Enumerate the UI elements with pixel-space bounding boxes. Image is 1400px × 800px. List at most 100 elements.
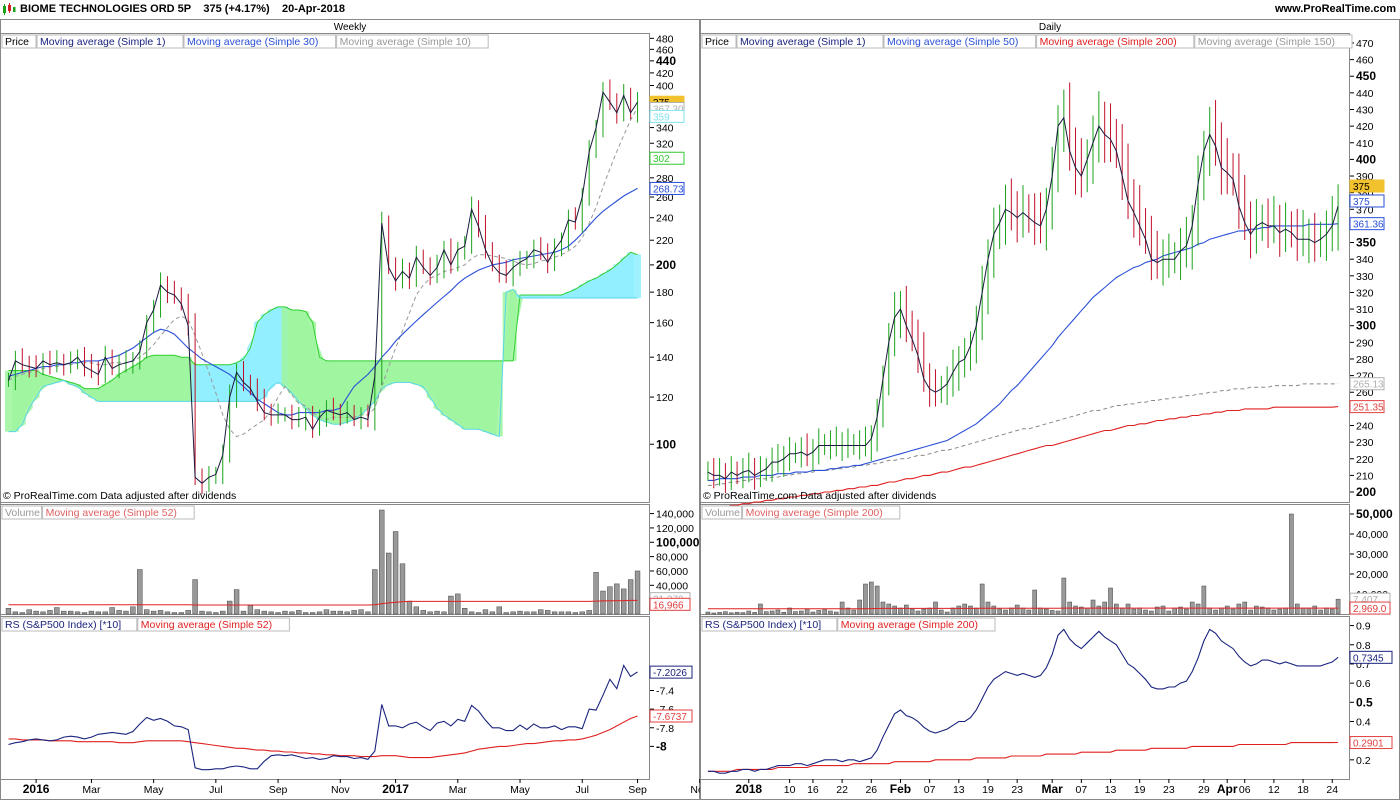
volume-bar — [833, 611, 839, 615]
price-axis-label: 210 — [1356, 470, 1374, 482]
price-legend-item-box — [336, 34, 489, 49]
price-axis-label: 230 — [1356, 437, 1374, 449]
volume-bar — [769, 610, 775, 615]
volume-bar — [192, 579, 198, 615]
volume-legend-item: Moving average (Simple 52) — [46, 507, 177, 519]
rs-legend-item-box — [1, 617, 138, 632]
price-value-label: 359 — [653, 112, 670, 123]
volume-bar — [40, 611, 46, 615]
copyright-label: © ProRealTime.com Data adjusted after di… — [3, 490, 236, 502]
price-value-badge — [1349, 400, 1385, 414]
price-axis-label: 200 — [1356, 485, 1376, 499]
volume-bar — [213, 612, 219, 615]
volume-bar — [81, 612, 88, 615]
volume-bar — [68, 610, 74, 615]
price-axis-label: 440 — [656, 54, 676, 68]
volume-bar — [144, 609, 150, 615]
rs-axis-label: 0.5 — [1356, 695, 1373, 709]
rs-legend-item-box — [137, 617, 290, 632]
volume-bar — [116, 610, 122, 615]
volume-value-badge — [1349, 601, 1391, 615]
volume-bar — [579, 611, 585, 615]
volume-bar — [1335, 598, 1341, 615]
price-value-label: 375 — [1353, 182, 1370, 193]
rs-value-label: -7.6737 — [653, 712, 687, 723]
price-axis-label: 280 — [1356, 354, 1374, 366]
volume-bar — [1143, 609, 1148, 615]
volume-bar — [1049, 610, 1055, 615]
rs-line — [8, 664, 638, 771]
volume-bar — [572, 612, 578, 615]
volume-bar — [746, 610, 752, 615]
volume-bar — [1044, 608, 1049, 615]
volume-bar — [634, 570, 641, 615]
rs-ma-line — [707, 741, 1339, 772]
rs-axis-label: 0.2 — [1356, 755, 1371, 767]
site-link[interactable]: www.ProRealTime.com — [1274, 3, 1396, 15]
volume-bar — [979, 583, 985, 615]
panel-frame — [700, 504, 1350, 615]
volume-bar — [220, 610, 226, 615]
volume-ma-line — [8, 599, 638, 606]
daily-chart[interactable]: Daily20021022023024025026027028029030031… — [700, 19, 1400, 800]
volume-bar — [1207, 607, 1213, 615]
price-axis-label: 260 — [656, 192, 674, 204]
price-axis-label: 310 — [1356, 304, 1374, 316]
price-legend-item: Moving average (Simple 10) — [340, 36, 471, 48]
volume-bar — [427, 611, 433, 615]
price-axis-label: 430 — [1356, 105, 1374, 117]
rs-legend-item: RS (S&P500 Index) [*10] — [705, 619, 821, 631]
volume-bar — [828, 610, 833, 615]
volume-bar — [102, 611, 108, 615]
volume-bar — [1195, 603, 1201, 615]
panel-frame — [0, 504, 650, 615]
x-axis-label: 26 — [865, 784, 877, 796]
rs-value-label: -7.2026 — [653, 668, 687, 679]
volume-bar — [1271, 609, 1277, 615]
price-value-badge — [1349, 377, 1385, 391]
x-axis-label: 2018 — [735, 782, 762, 796]
rs-axis-label: 0.4 — [1356, 716, 1371, 728]
volume-axis-label: 40,000 — [656, 580, 688, 592]
x-axis-label: 13 — [1105, 784, 1117, 796]
price-legend-item-box — [36, 34, 184, 49]
volume-bar — [316, 611, 323, 615]
volume-bar — [289, 611, 295, 615]
volume-bar — [1178, 606, 1183, 615]
volume-bar — [247, 605, 254, 615]
price-axis-label: 120 — [656, 392, 674, 404]
price-legend-item-box — [736, 34, 884, 49]
volume-bar — [793, 611, 798, 615]
volume-bar — [1224, 605, 1230, 615]
volume-bar — [5, 608, 12, 615]
volume-bar — [1254, 605, 1259, 615]
volume-bar — [275, 612, 281, 615]
rs-line — [707, 628, 1339, 774]
volume-bar — [303, 612, 309, 615]
volume-bar — [1236, 603, 1242, 615]
price-legend-item: Moving average (Simple 200) — [1040, 36, 1177, 48]
rs-legend-item: RS (S&P500 Index) [*10] — [5, 619, 121, 631]
sma30-line — [8, 187, 638, 416]
rs-value-label: 0.2901 — [1353, 739, 1384, 750]
volume-bar — [1259, 606, 1265, 615]
volume-axis-label: 140,000 — [656, 509, 694, 521]
volume-bar — [330, 610, 337, 615]
price-axis-label: 340 — [656, 123, 674, 135]
volume-axis-label: 100,000 — [656, 535, 700, 549]
volume-bar — [344, 611, 350, 615]
volume-bar — [510, 611, 516, 615]
volume-bar — [939, 609, 944, 615]
volume-bar — [406, 600, 413, 615]
volume-bar — [863, 583, 868, 615]
price-axis-label: 320 — [656, 138, 674, 150]
volume-bar — [1114, 603, 1119, 615]
price-value-label: 302 — [653, 154, 670, 165]
rs-value-badge — [649, 665, 693, 679]
price-axis-label: 290 — [1356, 337, 1374, 349]
volume-bar — [33, 610, 39, 615]
volume-bar — [1131, 608, 1137, 615]
weekly-chart[interactable]: Weekly1001201401601802002202402602803003… — [0, 19, 700, 800]
price-legend-item: Moving average (Simple 1) — [740, 36, 865, 48]
x-axis-label: 19 — [1134, 784, 1146, 796]
